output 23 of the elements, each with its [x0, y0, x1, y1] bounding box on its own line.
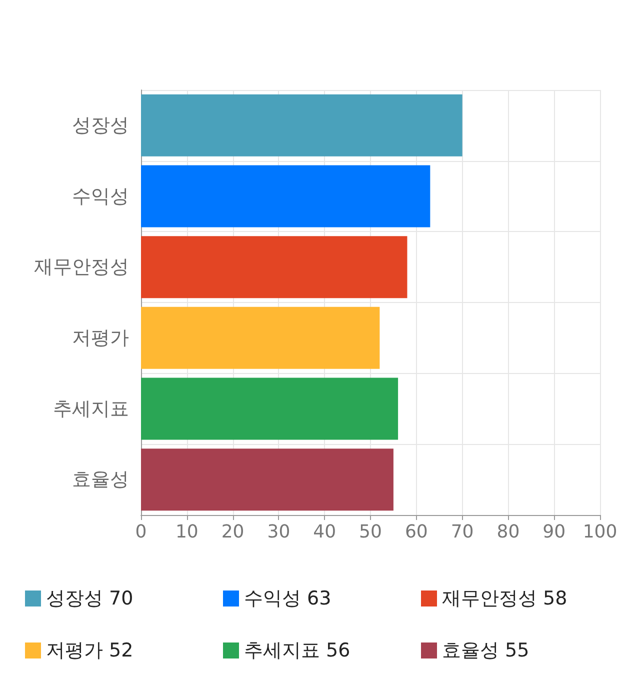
legend-label: 저평가 52	[46, 640, 134, 662]
y-tick-label: 재무안정성	[34, 256, 129, 278]
x-tick-label: 70	[450, 522, 474, 542]
legend-label: 재무안정성 58	[442, 588, 568, 610]
legend-label: 추세지표 56	[244, 640, 350, 662]
x-tick-label: 10	[175, 522, 198, 542]
y-tick-label: 추세지표	[53, 398, 129, 420]
legend-label: 효율성 55	[442, 640, 530, 662]
x-tick-label: 50	[359, 522, 382, 542]
y-tick-label: 저평가	[72, 326, 129, 349]
x-tick-label: 20	[221, 522, 244, 542]
legend-label: 성장성 70	[46, 588, 134, 610]
x-tick-label: 30	[267, 522, 290, 542]
x-tick-label: 100	[582, 522, 618, 542]
x-tick-label: 0	[135, 522, 147, 542]
x-tick-label: 40	[313, 522, 336, 542]
x-tick-label: 60	[404, 522, 428, 542]
x-tick-label: 80	[496, 522, 520, 542]
legend-label: 수익성 63	[244, 588, 332, 610]
y-tick-label: 수익성	[72, 185, 129, 208]
y-tick-label: 효율성	[72, 468, 129, 491]
y-tick-label: 성장성	[72, 114, 129, 136]
x-tick-label: 90	[542, 522, 566, 542]
